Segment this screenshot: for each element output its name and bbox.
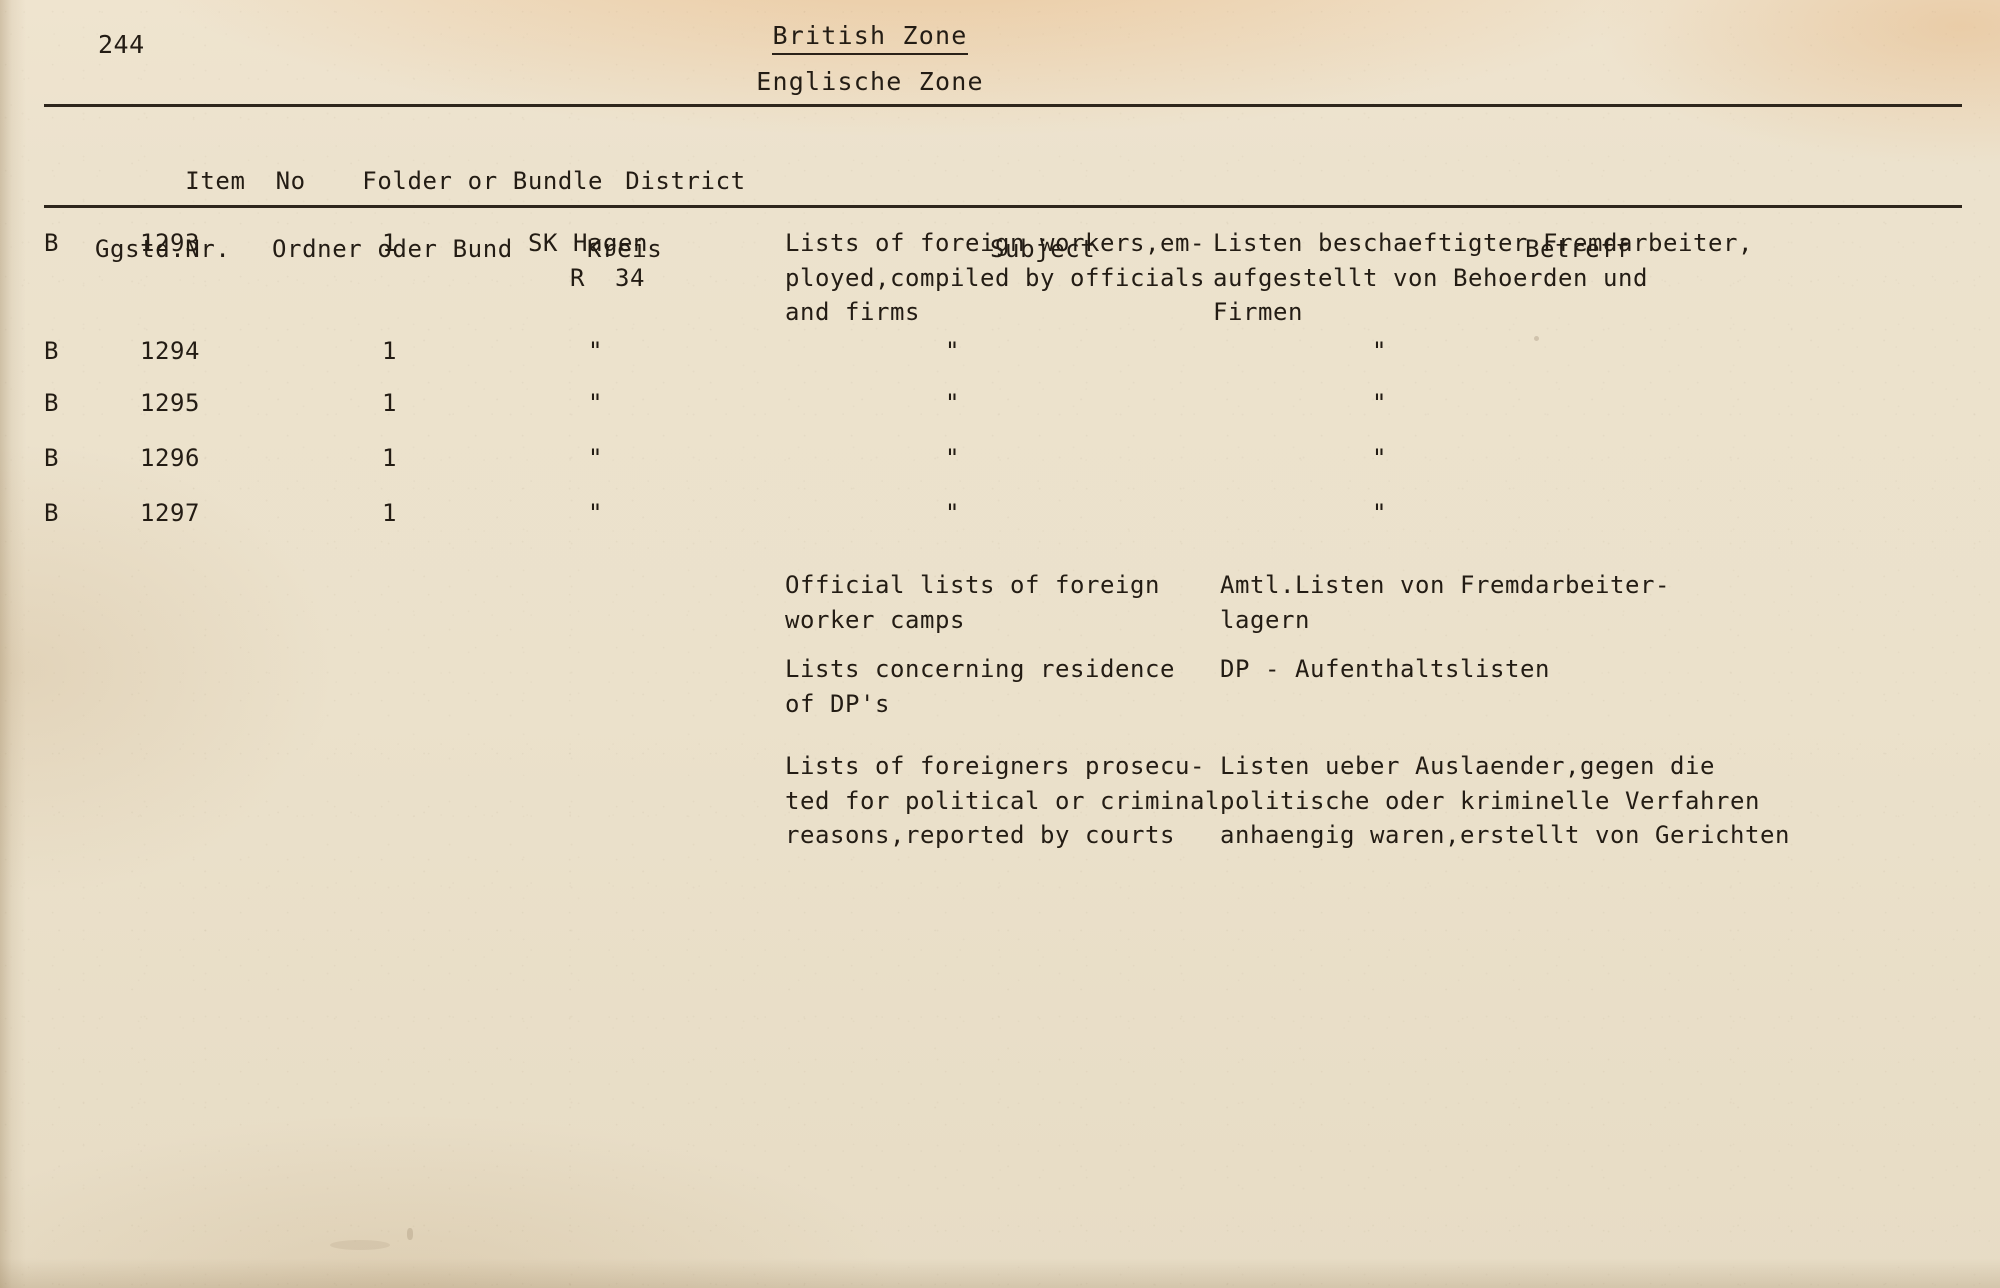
cell-district-ditto: " bbox=[588, 444, 603, 472]
cell-subject-ditto: " bbox=[945, 444, 960, 472]
cell-folder: 1 bbox=[382, 499, 397, 527]
extra-betreff-1: Amtl.Listen von Fremdarbeiter- lagern bbox=[1220, 571, 1670, 634]
cell-item-no: 1294 bbox=[140, 337, 200, 365]
cell-district-name: SK Hagen bbox=[528, 229, 648, 257]
table-row: B 1296 1 " " " bbox=[0, 441, 2000, 496]
cell-item-no: 1295 bbox=[140, 389, 200, 417]
extra-subject-1: Official lists of foreign worker camps bbox=[785, 571, 1160, 634]
page-bottom-edge-shadow bbox=[0, 1258, 2000, 1288]
cell-folder: 1 bbox=[382, 444, 397, 472]
cell-district-ditto: " bbox=[588, 499, 603, 527]
cell-subject-ditto: " bbox=[945, 499, 960, 527]
extra-subject-2: Lists concerning residence of DP's bbox=[785, 655, 1175, 718]
cell-folder: 1 bbox=[382, 337, 397, 365]
cell-zone: B bbox=[44, 337, 59, 365]
column-header-betreff-de: Betreff bbox=[1525, 235, 1631, 264]
cell-subject-ditto: " bbox=[945, 389, 960, 417]
page-subtitle: Englische Zone bbox=[756, 66, 984, 96]
cell-zone: B bbox=[44, 499, 59, 527]
cell-zone: B bbox=[44, 229, 59, 257]
paper-blemish bbox=[330, 1240, 390, 1250]
cell-subject: Lists of foreign workers,em- ployed,comp… bbox=[785, 229, 1205, 327]
cell-zone: B bbox=[44, 389, 59, 417]
page-title-block: British Zone Englische Zone bbox=[560, 21, 1180, 97]
paper-blemish bbox=[407, 1228, 413, 1240]
column-header-item-no: Item No Ggstd.Nr. bbox=[95, 130, 306, 334]
column-header-district-en: District bbox=[625, 167, 746, 196]
column-header-folder-de: Ordner oder Bund bbox=[272, 235, 513, 264]
table-column-headers: Item No Ggstd.Nr. Folder or Bundle Ordne… bbox=[0, 130, 2000, 263]
column-header-subject-en: Subject bbox=[990, 235, 1096, 264]
cell-item-no: 1297 bbox=[140, 499, 200, 527]
column-header-item-no-en: Item No bbox=[185, 167, 306, 196]
table-row: B 1297 1 " " " bbox=[0, 496, 2000, 551]
page-number: 244 bbox=[98, 30, 145, 59]
column-header-folder: Folder or Bundle Ordner oder Bund bbox=[272, 130, 603, 334]
table-body: B 1293 1 SK Hagen R 34 Lists of foreign w… bbox=[0, 226, 2000, 551]
cell-district-reference: R 34 bbox=[570, 263, 645, 292]
cell-betreff-ditto: " bbox=[1372, 389, 1387, 417]
extra-subject-3: Lists of foreigners prosecu- ted for pol… bbox=[785, 752, 1220, 850]
cell-betreff: Listen beschaeftigter Fremdarbeiter, auf… bbox=[1213, 229, 1753, 327]
column-header-district: District Kreis bbox=[535, 130, 746, 334]
column-header-folder-en: Folder or Bundle bbox=[362, 167, 604, 196]
cell-district: SK Hagen R 34 bbox=[528, 226, 648, 295]
extra-betreff-2: DP - Aufenthaltslisten bbox=[1220, 655, 1550, 683]
cell-betreff-ditto: " bbox=[1372, 499, 1387, 527]
column-header-item-no-de: Ggstd.Nr. bbox=[95, 235, 231, 264]
cell-item-no: 1293 bbox=[140, 229, 200, 257]
cell-betreff-ditto: " bbox=[1372, 444, 1387, 472]
cell-district-ditto: " bbox=[588, 389, 603, 417]
column-header-district-de: Kreis bbox=[587, 235, 663, 264]
column-header-subject: Subject bbox=[990, 130, 1095, 334]
table-header-rule bbox=[44, 205, 1962, 208]
cell-subject-ditto: " bbox=[945, 337, 960, 365]
cell-item-no: 1296 bbox=[140, 444, 200, 472]
table-row: B 1293 1 SK Hagen R 34 Lists of foreign w… bbox=[0, 226, 2000, 334]
extra-betreff-3: Listen ueber Auslaender,gegen die politi… bbox=[1220, 752, 1790, 850]
table-row: B 1294 1 " " " bbox=[0, 334, 2000, 386]
cell-betreff-ditto: " bbox=[1372, 337, 1387, 365]
table-row: B 1295 1 " " " bbox=[0, 386, 2000, 441]
cell-folder: 1 bbox=[382, 229, 397, 257]
page-left-edge-shadow bbox=[0, 0, 26, 1288]
page-title: British Zone bbox=[772, 21, 968, 55]
cell-folder: 1 bbox=[382, 389, 397, 417]
table-top-rule bbox=[44, 104, 1962, 107]
column-header-betreff: Betreff bbox=[1525, 130, 1630, 334]
cell-zone: B bbox=[44, 444, 59, 472]
cell-district-ditto: " bbox=[588, 337, 603, 365]
